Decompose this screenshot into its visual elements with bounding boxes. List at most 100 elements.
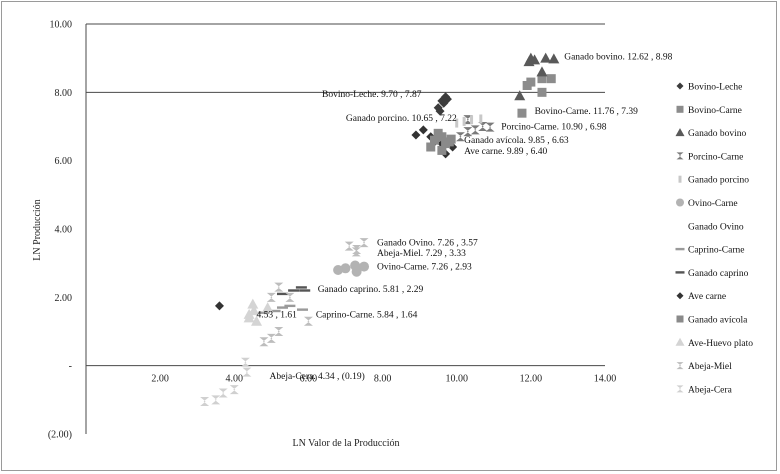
data-point-ganado-bovino	[523, 56, 535, 67]
data-point-ganado-caprino	[299, 289, 311, 292]
y-tick-label: 2.00	[55, 293, 73, 304]
data-point-porcino-carne	[478, 122, 488, 131]
data-point-abeja-cera	[242, 367, 252, 377]
data-point-abeja-miel	[266, 292, 276, 302]
legend-label-bovino-carne: Bovino-Carne	[688, 106, 742, 116]
data-point-porcino-carne	[485, 122, 495, 132]
y-tick-label: (2.00)	[48, 430, 72, 441]
data-point-caprino-carne	[269, 309, 281, 313]
legend-label-ganado-bovino: Ganado bovino	[688, 129, 747, 139]
data-point-ave-carne	[411, 130, 421, 140]
data-point-porcino-carne	[455, 132, 465, 142]
point-annotation: Ganado avícola. 9.85 , 6.63	[464, 136, 569, 146]
legend-label-ave-huevo-plato: Ave-Huevo plato	[688, 339, 753, 349]
x-tick-label: 6.00	[300, 374, 318, 385]
legend-label-ganado-ovino: Ganado Ovino	[688, 222, 744, 232]
data-point-abeja-miel	[259, 337, 269, 347]
data-point-abeja-miel	[274, 327, 284, 336]
data-point-abeja-cera	[200, 397, 210, 407]
data-point-ganado-avicola	[426, 142, 436, 152]
point-annotation: Porcino-Carne. 10.90 , 6.98	[501, 123, 607, 133]
legend-marker-caprino-carne	[675, 247, 685, 251]
legend-marker-ave-carne	[676, 292, 684, 300]
data-point-ave-huevo-plato	[262, 302, 274, 313]
point-annotation: 4.53 , 1.61	[257, 310, 298, 320]
legend-label-ovino-carne: Ovino-Carne	[688, 199, 738, 209]
point-annotation: Abeja-Miel. 7.29 , 3.33	[377, 249, 466, 259]
point-annotation: Abeja-Cera. 4.34 , (0.19)	[270, 371, 365, 382]
x-tick-label: 12.00	[520, 374, 543, 385]
y-tick-label: 10.00	[50, 20, 73, 31]
data-point-abeja-miel	[303, 316, 313, 326]
data-point-ganado-caprino	[295, 286, 307, 289]
legend-label-caprino-carne: Caprino-Carne	[688, 246, 744, 256]
point-annotation: Ganado porcino. 10.65 , 7.22	[346, 114, 457, 124]
data-point-ganado-avicola	[437, 145, 447, 155]
legend-marker-ganado-bovino	[675, 128, 685, 137]
legend-label-ganado-porcino: Ganado porcino	[688, 176, 749, 186]
data-point-ovino-carne	[333, 265, 344, 275]
legend-label-ganado-caprino: Ganado caprino	[688, 269, 749, 279]
data-point-porcino-carne	[463, 127, 473, 137]
data-point-bovino-leche	[435, 106, 445, 116]
legend-marker-ovino-carne	[676, 198, 684, 207]
data-point-ganado-avicola	[433, 128, 443, 138]
point-annotation: Bovino-Carne. 11.76 , 7.39	[535, 107, 639, 117]
legend-marker-abeja-cera	[676, 385, 684, 393]
data-point-caprino-carne	[258, 311, 270, 314]
point-annotation: Ave carne. 9.89 , 6.40	[464, 147, 547, 157]
data-point-abeja-cera	[240, 357, 250, 367]
data-point-bovino-carne	[537, 87, 547, 97]
y-tick-label: 4.00	[55, 225, 73, 236]
data-point-porcino-carne	[470, 125, 480, 135]
legend-marker-bovino-leche	[676, 82, 684, 90]
data-point-ave-huevo-plato	[243, 308, 255, 319]
data-point-abeja-cera	[229, 385, 239, 395]
data-point-ganado-avicola	[429, 135, 439, 145]
x-tick-label: 4.00	[226, 374, 244, 385]
legend-marker-ganado-caprino	[675, 271, 685, 274]
data-point-ovino-carne	[359, 261, 370, 272]
data-point-ave-huevo-plato	[248, 305, 260, 316]
data-point-bovino-leche	[442, 94, 452, 104]
data-point-porcino-carne	[463, 115, 473, 125]
point-annotation: Caprino-Carne. 5.84 , 1.64	[316, 310, 418, 320]
data-point-abeja-miel	[266, 333, 276, 343]
legend-marker-ganado-avicola	[676, 315, 684, 323]
x-axis-title: LN Valor de la Producción	[292, 438, 399, 449]
data-point-ave-huevo-plato	[251, 315, 263, 326]
data-point-ganado-porcino	[455, 118, 459, 128]
data-point-ave-carne	[214, 301, 224, 311]
data-point-ganado-caprino	[288, 289, 300, 292]
data-point-bovino-carne	[537, 74, 547, 84]
x-tick-label: 2.00	[151, 374, 169, 385]
data-point-caprino-carne	[276, 306, 288, 309]
y-tick-label: -	[69, 361, 72, 372]
data-point-ave-huevo-plato	[247, 298, 259, 309]
data-point-ave-carne	[418, 125, 428, 135]
legend-marker-ganado-porcino	[678, 175, 682, 183]
legend-label-ave-carne: Ave carne	[688, 292, 726, 302]
y-axis-title: LN Producción	[32, 199, 43, 260]
x-tick-label: 8.00	[374, 374, 392, 385]
data-point-abeja-miel	[359, 238, 369, 248]
legend-marker-abeja-miel	[676, 362, 684, 370]
data-point-ganado-bovino	[536, 66, 548, 77]
data-point-ganado-bovino	[540, 52, 552, 63]
data-point-abeja-cera	[218, 388, 228, 398]
legend-marker-ave-huevo-plato	[675, 337, 685, 346]
data-point-ganado-porcino	[462, 116, 466, 126]
legend-label-abeja-cera: Abeja-Cera	[688, 385, 733, 395]
data-point-ganado-porcino	[479, 114, 483, 124]
data-point-caprino-carne	[296, 308, 308, 311]
point-annotation: Ganado Ovino. 7.26 , 3.57	[377, 239, 478, 249]
data-point-abeja-miel	[352, 245, 362, 254]
legend-label-bovino-leche: Bovino-Leche	[688, 83, 742, 93]
data-point-ganado-porcino	[470, 115, 474, 125]
data-point-ganado-caprino	[276, 292, 288, 296]
legend-label-porcino-carne: Porcino-Carne	[688, 152, 743, 162]
y-tick-label: 8.00	[55, 88, 73, 99]
legend-label-ganado-avicola: Ganado avícola	[688, 316, 748, 326]
legend-marker-porcino-carne	[676, 152, 684, 160]
